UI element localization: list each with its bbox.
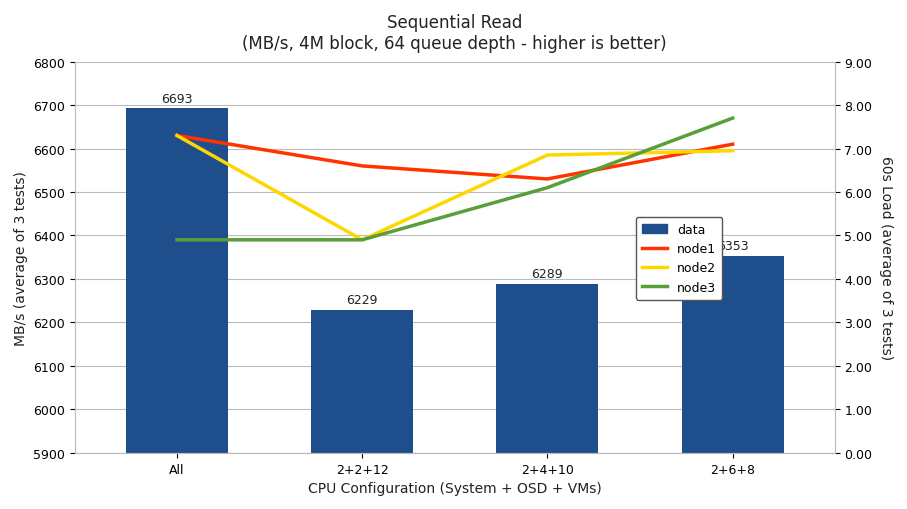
node2 — [171, 133, 182, 139]
Bar — [311, 310, 413, 509]
Text: 6693: 6693 — [161, 93, 192, 105]
Title: Sequential Read
(MB/s, 4M block, 64 queue depth - higher is better): Sequential Read (MB/s, 4M block, 64 queu… — [242, 14, 668, 52]
node2 — [356, 237, 367, 243]
node1 — [727, 142, 738, 148]
node1 — [171, 133, 182, 139]
node1 — [542, 177, 553, 183]
Line: node2: node2 — [177, 136, 733, 240]
Text: 6353: 6353 — [717, 240, 748, 253]
node1 — [356, 163, 367, 169]
Y-axis label: MB/s (average of 3 tests): MB/s (average of 3 tests) — [14, 171, 28, 345]
Bar — [496, 284, 599, 509]
node3 — [542, 185, 553, 191]
node3 — [171, 237, 182, 243]
Bar — [682, 257, 784, 509]
node2 — [542, 153, 553, 159]
Line: node3: node3 — [177, 119, 733, 240]
Text: 6289: 6289 — [532, 268, 563, 280]
node3 — [727, 116, 738, 122]
X-axis label: CPU Configuration (System + OSD + VMs): CPU Configuration (System + OSD + VMs) — [307, 481, 601, 495]
Legend: data, node1, node2, node3: data, node1, node2, node3 — [636, 217, 722, 300]
node3 — [356, 237, 367, 243]
Text: 6229: 6229 — [346, 294, 378, 307]
Line: node1: node1 — [177, 136, 733, 180]
Bar — [126, 109, 228, 509]
Y-axis label: 60s Load (average of 3 tests): 60s Load (average of 3 tests) — [879, 156, 893, 359]
node2 — [727, 148, 738, 154]
